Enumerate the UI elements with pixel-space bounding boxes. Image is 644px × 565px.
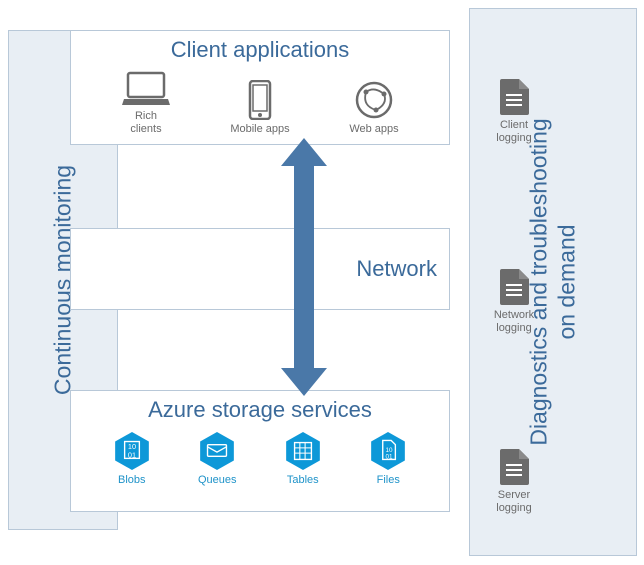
network-title: Network — [356, 256, 437, 282]
network-box: Network — [70, 228, 450, 310]
service-item-3: 1001Files — [346, 431, 432, 487]
client-apps-title: Client applications — [71, 31, 449, 63]
storage-title: Azure storage services — [71, 391, 449, 423]
services-row: 1001BlobsQueuesTables1001Files — [71, 423, 449, 493]
log-item-2: Serverlogging — [484, 449, 544, 515]
service-item-2: Tables — [260, 431, 346, 487]
client-apps-box: Client applications RichclientsMobile ap… — [70, 30, 450, 145]
service-item-0: 1001Blobs — [89, 431, 175, 487]
service-item-1: Queues — [175, 431, 261, 487]
app-item-2: Web apps — [317, 80, 431, 136]
app-item-1: Mobile apps — [203, 80, 317, 136]
app-item-0: Richclients — [89, 71, 203, 135]
right-panel: Diagnostics and troubleshooting on deman… — [469, 8, 637, 556]
apps-row: RichclientsMobile appsWeb apps — [71, 63, 449, 141]
svg-text:01: 01 — [386, 453, 394, 460]
log-item-1: Networklogging — [484, 269, 544, 335]
right-title-line2: on demand — [553, 224, 579, 339]
storage-box: Azure storage services 1001BlobsQueuesTa… — [70, 390, 450, 512]
log-item-0: Clientlogging — [484, 79, 544, 145]
